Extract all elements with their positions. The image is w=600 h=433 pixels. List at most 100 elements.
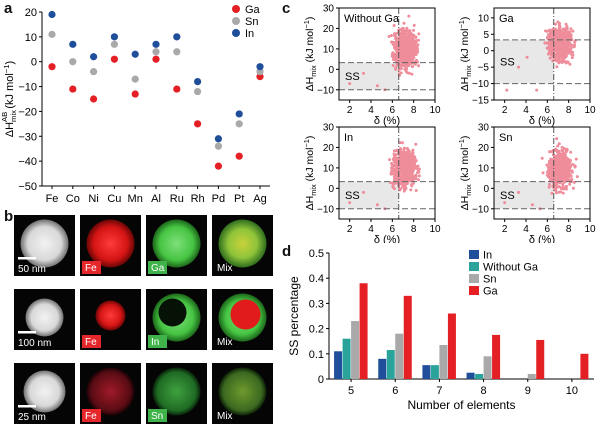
scatter-point (562, 176, 566, 180)
scatter-point (565, 31, 569, 35)
scatter-point (565, 176, 569, 180)
x-tick-label: 8 (411, 224, 417, 235)
scatter-point (409, 156, 413, 160)
scatter-point (550, 170, 554, 174)
panel-label-d: d (282, 243, 292, 260)
data-point-in (194, 78, 202, 86)
element-tag: Fe (85, 263, 97, 274)
scatter-point (392, 153, 396, 157)
legend-label-sn: Sn (483, 274, 496, 286)
data-point-ga (235, 152, 243, 160)
element-tag: Fe (85, 411, 97, 422)
y-tick-label: 20 (25, 7, 37, 19)
y-tick-label: 0 (328, 184, 334, 195)
x-tick-label: Ag (253, 193, 266, 205)
scatter-point (548, 47, 552, 51)
scatter-point (407, 62, 411, 66)
scatter-point (396, 47, 400, 51)
particle (152, 219, 201, 268)
scatter-point (555, 154, 559, 158)
subplot-title: Ga (499, 13, 515, 25)
scatter-point (547, 185, 551, 189)
scatter-point (415, 48, 419, 52)
scatter-point (412, 157, 416, 161)
y-tick-label: −20 (18, 106, 37, 118)
x-tick-label: 5 (348, 385, 354, 397)
scatter-point (406, 51, 410, 55)
scatter-point (388, 158, 392, 162)
bar-without-ga (430, 365, 439, 379)
scatter-point (375, 203, 379, 207)
y-tick-label: 0.1 (309, 349, 324, 361)
scatter-point (391, 166, 395, 170)
bar-without-ga (475, 373, 484, 379)
scatter-point (547, 43, 551, 47)
scatter-point (394, 67, 398, 71)
scatter-point (406, 171, 410, 175)
scatter-point (411, 178, 415, 182)
scatter-point (573, 164, 577, 168)
bar-in (422, 365, 431, 379)
y-tick-label: 0.4 (309, 273, 324, 285)
ss-label: SS (345, 190, 360, 202)
scatter-point (412, 28, 416, 32)
y-tick-label: 30 (478, 123, 490, 134)
scatter-point (398, 176, 402, 180)
subplot-title: Without Ga (344, 13, 400, 25)
scatter-point (555, 174, 559, 178)
scatter-point (404, 43, 408, 47)
scatter-point (411, 36, 415, 40)
y-tick-label: 20 (323, 24, 335, 35)
particle (86, 367, 135, 416)
scatter-point (409, 33, 413, 37)
data-point-sn (235, 120, 243, 128)
scatter-point (563, 153, 567, 157)
particle (20, 219, 69, 268)
scatter-point (410, 72, 414, 76)
scatter-point (411, 57, 415, 61)
scatter-point (399, 71, 403, 75)
data-point-ga (90, 95, 98, 103)
scatter-point (561, 182, 565, 186)
legend-label-sn: Sn (245, 16, 258, 28)
y-tick-label: −10 (18, 82, 37, 94)
scatter-point (398, 141, 402, 145)
scatter-point (409, 188, 413, 192)
scatter-point (400, 48, 404, 52)
scatter-point (561, 31, 565, 35)
y-tick-label: 20 (478, 143, 490, 154)
bar-sn (351, 321, 360, 379)
scatter-point (562, 53, 566, 57)
scatter-point (556, 20, 560, 24)
scatter-point (568, 160, 572, 164)
element-tag: Ga (151, 263, 165, 274)
scatter-point (563, 162, 567, 166)
scatter-point (562, 56, 566, 60)
ss-region (339, 181, 399, 209)
scatter-point (557, 190, 561, 194)
x-tick-label: 6 (545, 224, 551, 235)
x-axis-label: δ (%) (529, 115, 555, 127)
scatter-point (411, 164, 415, 168)
element-tag-bg (82, 261, 101, 274)
scatter-point (411, 151, 415, 155)
scatter-point (414, 35, 418, 39)
scatter-point (548, 56, 552, 60)
scatter-point (554, 48, 558, 52)
data-point-ga (110, 55, 118, 63)
scatter-point (411, 65, 415, 69)
scatter-point (409, 167, 413, 171)
panel-label-c: c (282, 0, 291, 17)
scatter-point (561, 187, 565, 191)
scatter-point (568, 42, 572, 46)
scatter-point (547, 34, 551, 38)
data-point-in (90, 53, 98, 61)
scatter-point (567, 170, 571, 174)
scatter-point (548, 31, 552, 35)
legend-marker-sn (232, 17, 240, 25)
y-tick-label: 0 (483, 46, 489, 57)
data-point-ga (214, 162, 222, 170)
particle (95, 300, 126, 331)
element-tag: Mix (217, 337, 233, 348)
x-tick-label: 4 (368, 224, 374, 235)
